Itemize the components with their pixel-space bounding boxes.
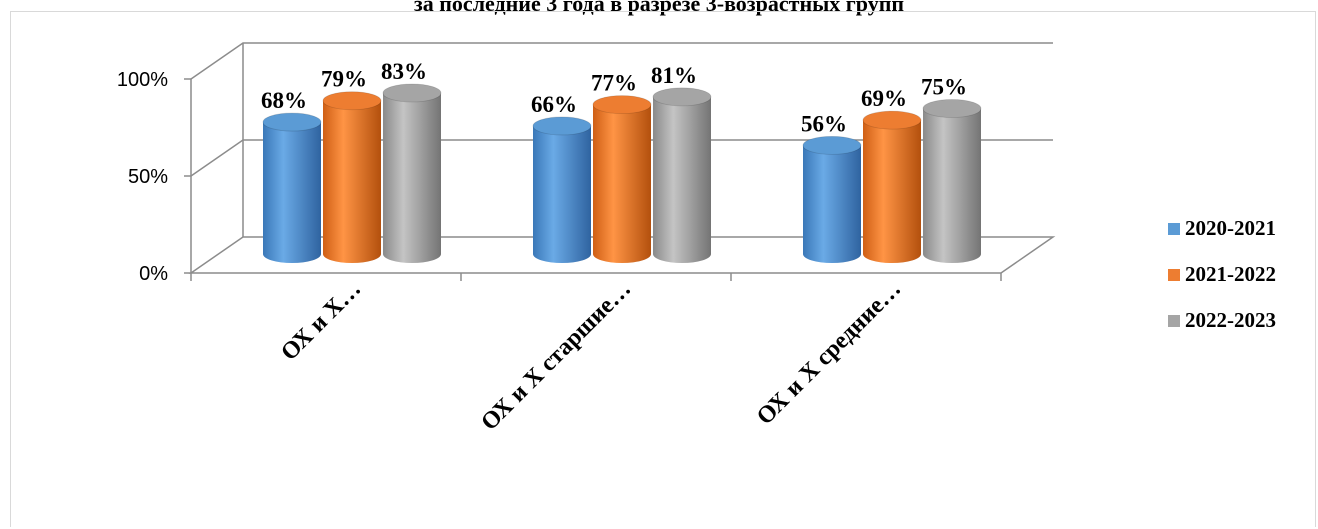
x-category-label: ОХ и Х старшие… — [476, 276, 636, 436]
x-category-label: ОХ и Х… — [276, 276, 366, 366]
chart-frame — [10, 11, 1316, 527]
bar-body — [533, 125, 591, 264]
bar-top — [802, 135, 862, 155]
y-tick-label: 100% — [117, 69, 168, 91]
gridline — [190, 42, 1053, 80]
legend-item: 2020-2021 — [1168, 216, 1276, 241]
chart-title: за последние 3 года в разрезе 3-возрастн… — [413, 0, 905, 16]
x-category-label: ОХ и Х средние… — [752, 276, 906, 430]
data-label: 68% — [261, 88, 307, 113]
bar-2020-2021-2 — [532, 116, 592, 264]
data-label: 81% — [651, 63, 697, 88]
bar-2021-2022-3 — [862, 110, 922, 263]
chart-legend: 2020-2021 2021-2022 2022-2023 — [1168, 216, 1276, 354]
bar-top — [262, 112, 322, 132]
data-label: 75% — [921, 75, 967, 100]
y-tick-label: 0% — [139, 263, 168, 285]
bar-2021-2022-1 — [322, 91, 382, 264]
legend-label: 2021-2022 — [1185, 262, 1276, 286]
data-label: 56% — [801, 111, 847, 136]
legend-item: 2021-2022 — [1168, 262, 1276, 287]
bar-top — [922, 99, 982, 118]
gridline — [190, 139, 1053, 177]
bar-2020-2021-3 — [802, 135, 862, 263]
data-label: 77% — [591, 71, 637, 96]
bar-2022-2023-1 — [382, 83, 442, 263]
legend-swatch-2022-2023 — [1168, 314, 1180, 327]
data-label: 69% — [861, 86, 907, 111]
legend-label: 2022-2023 — [1185, 308, 1276, 332]
data-label: 83% — [381, 59, 427, 84]
legend-swatch-2020-2021 — [1168, 222, 1180, 235]
legend-item: 2022-2023 — [1168, 308, 1276, 333]
bar-2020-2021-1 — [262, 112, 322, 263]
data-label: 66% — [531, 92, 577, 117]
bar-body — [323, 100, 381, 264]
bar-body — [923, 108, 981, 263]
bar-body — [593, 104, 651, 264]
bar-body — [263, 122, 321, 263]
bar-top — [322, 91, 382, 111]
bar-top — [652, 87, 712, 107]
bar-body — [863, 120, 921, 263]
bar-2022-2023-2 — [652, 87, 712, 263]
bar-top — [862, 110, 922, 130]
data-label: 79% — [321, 67, 367, 92]
bar-2022-2023-3 — [922, 99, 982, 263]
bar-top — [532, 116, 592, 136]
bar-body — [383, 92, 441, 263]
bar-body — [653, 96, 711, 263]
y-tick-label: 50% — [128, 166, 168, 188]
legend-label: 2020-2021 — [1185, 216, 1276, 240]
bar-2021-2022-2 — [592, 95, 652, 264]
legend-swatch-2021-2022 — [1168, 268, 1180, 281]
bar-top — [592, 95, 652, 115]
bar-body — [803, 145, 861, 263]
bar-top — [382, 83, 442, 103]
